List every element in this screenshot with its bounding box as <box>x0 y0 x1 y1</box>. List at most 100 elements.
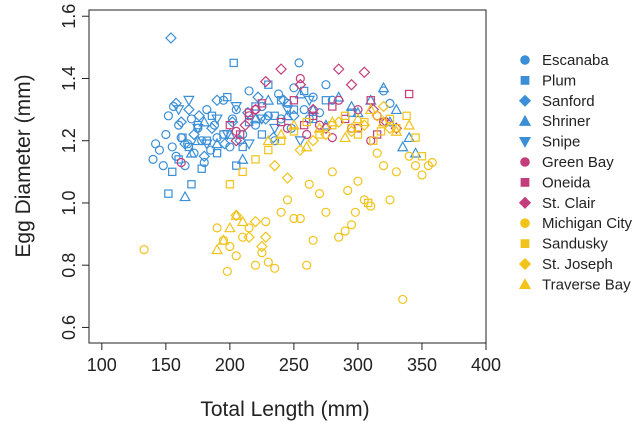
data-point <box>410 161 421 171</box>
data-point <box>313 122 326 133</box>
data-point <box>179 190 191 202</box>
data-point <box>398 294 408 305</box>
x-tick-label: 300 <box>343 355 373 375</box>
data-point <box>358 66 371 79</box>
data-point <box>346 220 357 230</box>
data-point <box>232 161 241 170</box>
data-point <box>353 124 363 133</box>
data-point <box>327 132 337 143</box>
data-point <box>321 207 331 217</box>
data-point <box>392 124 401 133</box>
data-point <box>198 116 211 127</box>
data-point <box>225 120 235 130</box>
data-point <box>187 180 196 189</box>
data-point <box>244 108 254 117</box>
data-point <box>299 104 309 115</box>
legend-marker <box>520 178 530 187</box>
data-point <box>183 103 195 116</box>
data-point <box>288 119 300 130</box>
data-point <box>352 106 364 118</box>
data-point <box>328 120 337 130</box>
data-point <box>207 111 217 121</box>
data-point <box>369 136 378 145</box>
data-point <box>230 134 243 147</box>
data-point <box>202 136 212 145</box>
legend-label: Sandusky <box>542 236 608 253</box>
data-point <box>192 134 204 146</box>
data-point <box>327 95 337 105</box>
y-axis-label: Egg Diameter (mm) <box>12 74 35 257</box>
data-point <box>174 155 183 164</box>
data-point <box>224 221 236 233</box>
data-point <box>352 112 364 124</box>
legend-item: Sandusky <box>520 236 608 253</box>
legend-item: Michigan City <box>520 215 633 232</box>
data-point <box>320 128 332 141</box>
legend-label: Escanaba <box>542 52 609 69</box>
data-point <box>273 89 284 99</box>
data-point <box>262 134 275 146</box>
data-point <box>175 116 188 128</box>
data-point <box>256 114 268 125</box>
data-point <box>377 116 390 127</box>
legend-label: Oneida <box>542 174 591 191</box>
legend-marker <box>518 114 532 126</box>
data-point <box>154 145 165 155</box>
legend-item: Sanford <box>518 93 595 110</box>
data-point <box>249 103 262 116</box>
data-point <box>404 151 414 161</box>
data-point <box>167 142 177 152</box>
data-point <box>263 257 273 267</box>
data-point <box>376 127 386 136</box>
legend-label: Shriner <box>542 113 590 130</box>
series-st-joseph <box>230 100 396 253</box>
data-point <box>270 111 279 121</box>
legend: Escanaba Plum Sanford Shriner Snipe Green Bay… <box>518 52 633 293</box>
data-point <box>239 119 252 131</box>
data-point <box>340 226 350 236</box>
data-point <box>234 134 246 147</box>
y-tick-label: 1.4 <box>59 66 79 91</box>
y-tick-label: 1.0 <box>59 190 79 215</box>
data-point <box>308 111 318 121</box>
data-point <box>402 111 411 121</box>
legend-marker <box>520 218 530 228</box>
data-point <box>332 63 345 75</box>
data-point <box>257 130 267 139</box>
data-point <box>200 139 213 150</box>
data-point <box>249 215 262 228</box>
data-point <box>235 130 245 139</box>
data-point <box>281 105 294 116</box>
data-point <box>197 164 206 173</box>
data-point <box>396 140 409 152</box>
data-point <box>302 260 312 270</box>
data-point <box>339 131 351 143</box>
data-point <box>264 80 273 89</box>
data-point <box>289 213 299 224</box>
data-point <box>268 159 281 172</box>
data-point <box>193 120 203 130</box>
data-point <box>250 260 261 270</box>
data-point <box>251 155 260 164</box>
legend-label: St. Joseph <box>542 256 613 273</box>
series-michigan-city <box>139 148 437 305</box>
data-point <box>211 94 223 107</box>
legend-item: Traverse Bay <box>518 276 631 293</box>
data-point <box>221 130 234 141</box>
data-point <box>378 161 389 171</box>
data-point <box>212 148 222 158</box>
legend-marker <box>518 196 532 209</box>
data-point <box>294 136 307 147</box>
data-point <box>230 209 243 220</box>
data-point <box>390 103 403 115</box>
data-point <box>168 167 177 177</box>
data-point <box>238 167 247 177</box>
data-point <box>299 86 309 96</box>
data-point <box>345 78 358 91</box>
data-point <box>176 157 186 168</box>
data-point <box>417 170 427 180</box>
data-point <box>212 223 222 233</box>
data-point <box>243 139 255 150</box>
data-point <box>202 104 212 115</box>
data-point <box>372 111 382 121</box>
